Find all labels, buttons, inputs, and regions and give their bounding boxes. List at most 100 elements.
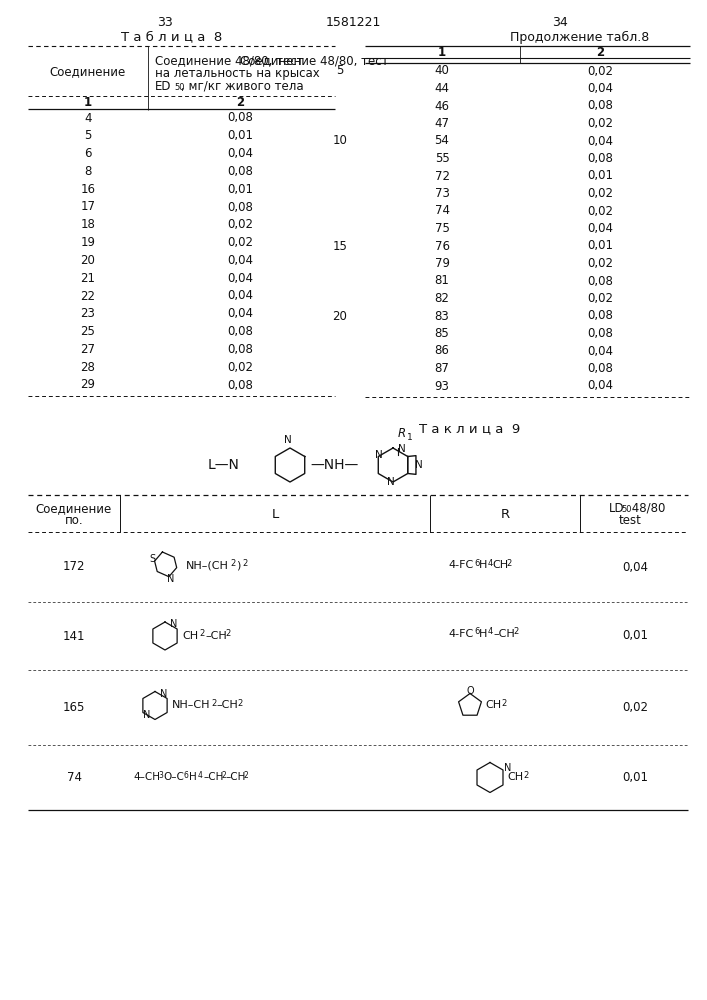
Text: 23: 23: [81, 307, 95, 320]
Text: 0,01: 0,01: [622, 771, 648, 784]
Text: 1581221: 1581221: [325, 15, 380, 28]
Text: 34: 34: [552, 15, 568, 28]
Text: 0,02: 0,02: [587, 292, 613, 305]
Text: 0,08: 0,08: [227, 200, 253, 214]
Text: 0,01: 0,01: [622, 630, 648, 643]
Text: 74: 74: [66, 771, 81, 784]
Text: 0,04: 0,04: [587, 134, 613, 147]
Text: 0,04: 0,04: [587, 82, 613, 95]
Text: 2: 2: [237, 699, 243, 708]
Text: 0,02: 0,02: [587, 205, 613, 218]
Text: 73: 73: [435, 187, 450, 200]
Text: 1: 1: [84, 97, 92, 109]
Text: 72: 72: [435, 169, 450, 182]
Text: N: N: [143, 710, 151, 720]
Text: 0,02: 0,02: [587, 187, 613, 200]
Text: 4: 4: [488, 628, 493, 637]
Text: 0,04: 0,04: [622, 560, 648, 574]
Text: Соединение: Соединение: [50, 66, 126, 79]
Text: 0,04: 0,04: [227, 307, 253, 320]
Text: 2: 2: [236, 97, 244, 109]
Text: 2: 2: [242, 558, 247, 568]
Text: 0,04: 0,04: [587, 222, 613, 235]
Text: CH: CH: [492, 560, 508, 570]
Text: 25: 25: [81, 325, 95, 338]
Text: 20: 20: [81, 254, 95, 267]
Text: 0,01: 0,01: [227, 129, 253, 142]
Text: ): ): [236, 560, 240, 570]
Text: 1: 1: [438, 45, 446, 58]
Text: N: N: [160, 689, 167, 699]
Text: H: H: [479, 560, 487, 570]
Text: 54: 54: [435, 134, 450, 147]
Text: R: R: [398, 427, 407, 440]
Text: R: R: [501, 508, 510, 522]
Text: 4–CH: 4–CH: [133, 772, 160, 782]
Text: 33: 33: [157, 15, 173, 28]
Text: –CH: –CH: [226, 772, 246, 782]
Text: N: N: [375, 450, 382, 460]
Text: 4: 4: [488, 558, 493, 568]
Text: CH: CH: [485, 700, 501, 710]
Text: 29: 29: [81, 378, 95, 391]
Text: 50: 50: [621, 506, 631, 514]
Text: 6: 6: [84, 147, 92, 160]
Text: 2: 2: [513, 628, 518, 637]
Text: 18: 18: [81, 218, 95, 231]
Text: 46: 46: [435, 100, 450, 112]
Text: 0,08: 0,08: [587, 100, 613, 112]
Text: , мг/кг живого тела: , мг/кг живого тела: [181, 80, 303, 93]
Text: N: N: [387, 477, 395, 487]
Text: 1: 1: [407, 433, 413, 442]
Text: 0,01: 0,01: [587, 169, 613, 182]
Text: 0,08: 0,08: [227, 325, 253, 338]
Text: —NH—: —NH—: [310, 458, 358, 472]
Text: N: N: [170, 619, 177, 629]
Text: 0,02: 0,02: [227, 361, 253, 374]
Text: 2: 2: [211, 699, 216, 708]
Text: H: H: [479, 629, 487, 639]
Text: 50: 50: [174, 84, 185, 93]
Text: 0,02: 0,02: [227, 218, 253, 231]
Text: 0,02: 0,02: [587, 257, 613, 270]
Text: –CH: –CH: [216, 700, 238, 710]
Text: 0,08: 0,08: [227, 111, 253, 124]
Text: 0,02: 0,02: [587, 117, 613, 130]
Text: H: H: [189, 772, 197, 782]
Text: 15: 15: [332, 239, 347, 252]
Text: 0,08: 0,08: [587, 152, 613, 165]
Text: 0,04: 0,04: [227, 254, 253, 267]
Text: 0,02: 0,02: [227, 236, 253, 249]
Text: Соединение 48/80, тест: Соединение 48/80, тест: [155, 54, 303, 68]
Text: test: test: [619, 514, 641, 528]
Text: 20: 20: [332, 310, 347, 322]
Text: 4-FC: 4-FC: [448, 629, 473, 639]
Text: 0,02: 0,02: [587, 64, 613, 78]
Text: N: N: [504, 763, 511, 773]
Text: 87: 87: [435, 362, 450, 375]
Text: 16: 16: [81, 183, 95, 196]
Text: 0,08: 0,08: [587, 310, 613, 322]
Text: 75: 75: [435, 222, 450, 235]
Text: 2: 2: [506, 558, 511, 568]
Text: 48/80: 48/80: [628, 502, 665, 514]
Text: 8: 8: [84, 165, 92, 178]
Text: 0,04: 0,04: [227, 147, 253, 160]
Text: O: O: [466, 686, 474, 696]
Text: 0,04: 0,04: [227, 272, 253, 285]
Text: NH–(CH: NH–(CH: [186, 560, 229, 570]
Text: 2: 2: [221, 771, 226, 780]
Text: 83: 83: [435, 310, 450, 322]
Text: 2: 2: [501, 699, 506, 708]
Text: 141: 141: [63, 630, 86, 643]
Text: 0,04: 0,04: [587, 379, 613, 392]
Text: 47: 47: [435, 117, 450, 130]
Text: 6: 6: [474, 628, 479, 637]
Text: 4-FC: 4-FC: [448, 560, 473, 570]
Text: –CH: –CH: [205, 631, 227, 641]
Text: 0,04: 0,04: [587, 344, 613, 358]
Text: 6: 6: [474, 558, 479, 568]
Text: 17: 17: [81, 200, 95, 214]
Text: 2: 2: [523, 771, 528, 780]
Text: S: S: [149, 554, 155, 564]
